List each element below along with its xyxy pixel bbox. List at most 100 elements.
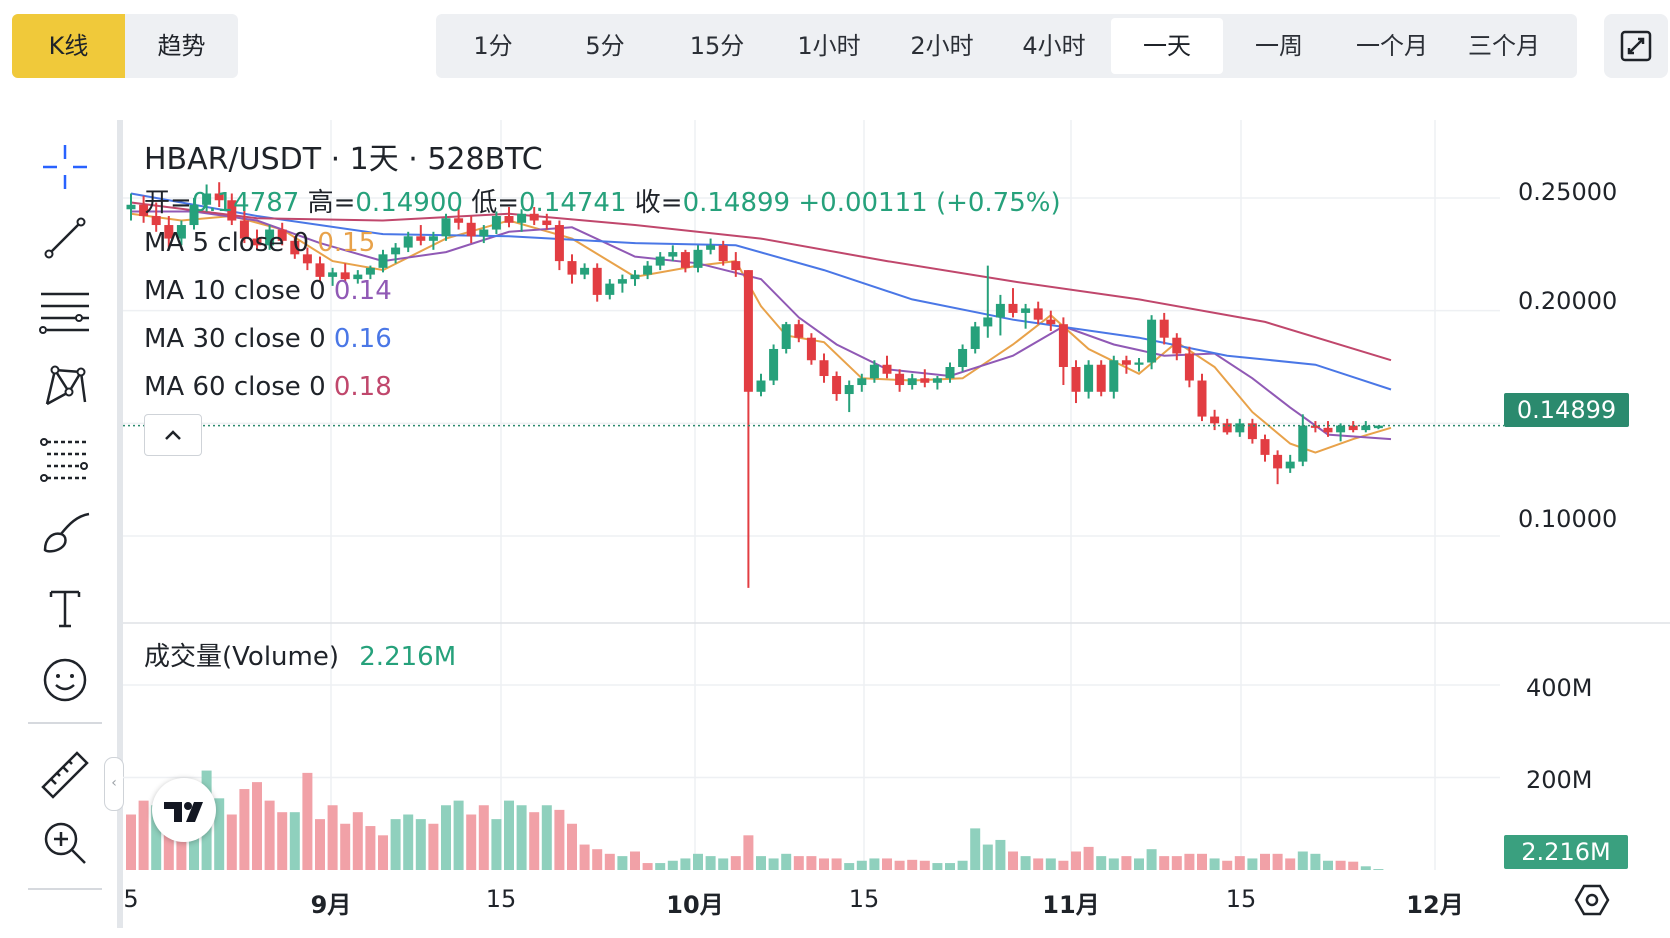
volume-bar xyxy=(579,844,590,870)
volume-bar xyxy=(919,860,930,870)
ma30-value: 0.16 xyxy=(333,324,392,354)
candle xyxy=(832,371,842,401)
emoji-tool[interactable] xyxy=(30,650,100,710)
text-tool[interactable] xyxy=(30,578,100,638)
candle xyxy=(403,231,413,253)
volume-bar xyxy=(1071,851,1081,870)
volume-bar xyxy=(378,835,388,870)
brush-tool[interactable] xyxy=(30,504,100,564)
volume-bar xyxy=(1146,849,1157,870)
tab-trend[interactable]: 趋势 xyxy=(157,32,206,60)
candle xyxy=(605,279,615,300)
collapse-toolbar-button[interactable]: ‹ xyxy=(104,757,124,811)
candle-body xyxy=(202,193,212,205)
candle-body xyxy=(907,378,917,386)
volume-bar xyxy=(441,805,451,870)
fullscreen-button[interactable] xyxy=(1604,14,1668,78)
volume-bar xyxy=(907,859,918,870)
ma10-legend[interactable]: MA 10 close 0 0.14 xyxy=(144,276,392,306)
high-value: 0.14900 xyxy=(355,188,463,218)
drawing-toolbar xyxy=(0,120,118,938)
volume-bar xyxy=(226,814,237,870)
volume-bar xyxy=(693,853,703,870)
candle xyxy=(1235,418,1245,437)
crosshair-tool[interactable] xyxy=(30,137,100,197)
change-value: +0.00111 (+0.75%) xyxy=(798,188,1061,218)
candle-body xyxy=(680,252,690,268)
interval-1w[interactable]: 一周 xyxy=(1255,32,1303,60)
candle xyxy=(958,344,968,372)
tab-kline[interactable]: K线 xyxy=(12,14,125,78)
candle xyxy=(1172,333,1182,361)
candle xyxy=(189,198,199,230)
pattern-tool[interactable] xyxy=(30,356,100,416)
zoom-tool[interactable] xyxy=(30,813,100,873)
candle-body xyxy=(529,213,539,221)
trend-line-tool[interactable] xyxy=(30,208,100,268)
interval-1mo[interactable]: 一个月 xyxy=(1356,32,1428,60)
volume-bar xyxy=(1260,853,1270,870)
interval-1m[interactable]: 1分 xyxy=(473,32,513,60)
volume-bar xyxy=(655,863,666,870)
volume-bar xyxy=(869,858,880,870)
ma30-legend[interactable]: MA 30 close 0 0.16 xyxy=(144,324,392,354)
candle-body xyxy=(794,324,804,338)
interval-1h[interactable]: 1小时 xyxy=(797,32,861,60)
candle-body xyxy=(416,236,426,241)
candle xyxy=(920,369,930,388)
volume-bar xyxy=(277,812,288,870)
candle xyxy=(1096,360,1106,397)
candle-body xyxy=(882,364,892,374)
volume-tick-400m: 400M xyxy=(1526,674,1593,702)
chart-settings-button[interactable] xyxy=(1572,880,1612,920)
volume-legend: 成交量(Volume) 2.216M xyxy=(144,636,456,673)
fib-levels-tool[interactable] xyxy=(30,430,100,490)
x-label-15-nov: 15 xyxy=(1225,885,1257,913)
candle-body xyxy=(542,220,552,226)
candle-body xyxy=(1147,319,1157,363)
interval-5m[interactable]: 5分 xyxy=(585,32,625,60)
candle xyxy=(1336,423,1346,442)
interval-3mo[interactable]: 三个月 xyxy=(1468,32,1540,60)
candle-body xyxy=(668,252,678,257)
candle xyxy=(806,333,816,365)
candle xyxy=(391,243,401,264)
collapse-legend-button[interactable] xyxy=(144,414,202,456)
ruler-tool[interactable] xyxy=(30,745,100,805)
x-label-dec: 12月 xyxy=(1406,891,1464,919)
interval-2h[interactable]: 2小时 xyxy=(910,32,974,60)
candle xyxy=(1323,421,1333,437)
pattern-icon xyxy=(45,365,87,406)
volume-bar xyxy=(844,863,855,870)
volume-bar xyxy=(982,844,993,870)
interval-4h[interactable]: 4小时 xyxy=(1022,32,1086,60)
candle-body xyxy=(895,373,905,386)
interval-15m[interactable]: 15分 xyxy=(689,32,745,60)
volume-bar xyxy=(1297,851,1308,870)
candle-body xyxy=(1121,360,1131,365)
candle-body xyxy=(504,216,514,223)
candle-body xyxy=(781,324,791,349)
candle xyxy=(340,263,350,282)
candle-body xyxy=(920,378,930,383)
ma5-legend[interactable]: MA 5 close 0 0.15 xyxy=(144,228,375,258)
candle xyxy=(1184,346,1194,388)
tradingview-logo[interactable] xyxy=(152,778,216,842)
candle xyxy=(466,216,476,244)
volume-bar xyxy=(126,814,136,870)
candle-body xyxy=(491,216,501,230)
chart-title: HBAR/USDT · 1天 · 528BTC xyxy=(144,142,543,177)
interval-1d[interactable]: 一天 xyxy=(1111,18,1223,74)
volume-bar xyxy=(289,812,300,870)
horizontal-lines-tool[interactable] xyxy=(30,282,100,342)
volume-bar xyxy=(705,856,716,870)
candle xyxy=(869,360,879,383)
candle xyxy=(151,202,161,232)
candle-body xyxy=(1071,367,1081,392)
candle xyxy=(441,213,451,241)
candle-body xyxy=(378,254,388,268)
candle xyxy=(769,344,779,386)
ma60-legend[interactable]: MA 60 close 0 0.18 xyxy=(144,372,392,402)
candle xyxy=(1134,357,1144,372)
